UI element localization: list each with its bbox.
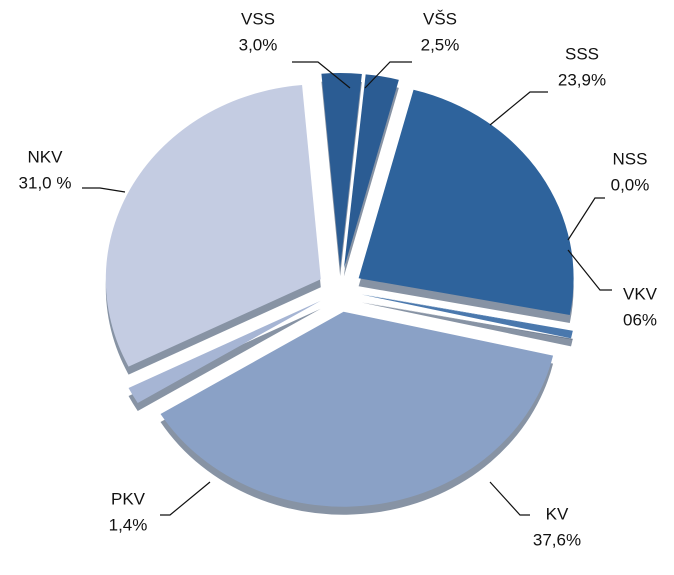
leader-line bbox=[160, 481, 211, 516]
leader-line bbox=[292, 61, 351, 89]
slice-value-label: 37,6% bbox=[533, 530, 581, 549]
slice bbox=[160, 311, 554, 507]
slice-label: VKV bbox=[623, 284, 658, 303]
slice-value-label: 3,0% bbox=[239, 35, 278, 54]
leader-line bbox=[567, 197, 605, 241]
slice-value-label: 1,4% bbox=[109, 515, 148, 534]
slice-side bbox=[361, 302, 573, 347]
slice-value-label: 0,0% bbox=[611, 175, 650, 194]
slice-value-label: 2,5% bbox=[421, 35, 460, 54]
leader-line bbox=[364, 61, 412, 89]
slice bbox=[105, 85, 321, 367]
leader-line bbox=[567, 249, 612, 291]
slice-label: VŠS bbox=[423, 9, 457, 28]
slice-side bbox=[128, 308, 321, 411]
slice-label: VSS bbox=[241, 9, 275, 28]
slice-side bbox=[343, 82, 399, 277]
slice-label: PKV bbox=[111, 489, 146, 508]
slice bbox=[361, 294, 573, 339]
slice bbox=[358, 89, 574, 315]
slice-value-label: 31,0 % bbox=[19, 173, 72, 192]
slice bbox=[343, 74, 399, 269]
leader-line bbox=[489, 91, 548, 126]
slice bbox=[321, 73, 362, 269]
leader-line bbox=[489, 481, 530, 516]
slice-label: NSS bbox=[613, 149, 648, 168]
slice-value-label: 06% bbox=[623, 310, 657, 329]
slice-label: KV bbox=[546, 504, 569, 523]
slice-label: NKV bbox=[28, 147, 64, 166]
slice-label: SSS bbox=[565, 44, 599, 63]
slice bbox=[128, 300, 321, 403]
slice-value-label: 23,9% bbox=[558, 70, 606, 89]
leader-line bbox=[82, 187, 126, 193]
